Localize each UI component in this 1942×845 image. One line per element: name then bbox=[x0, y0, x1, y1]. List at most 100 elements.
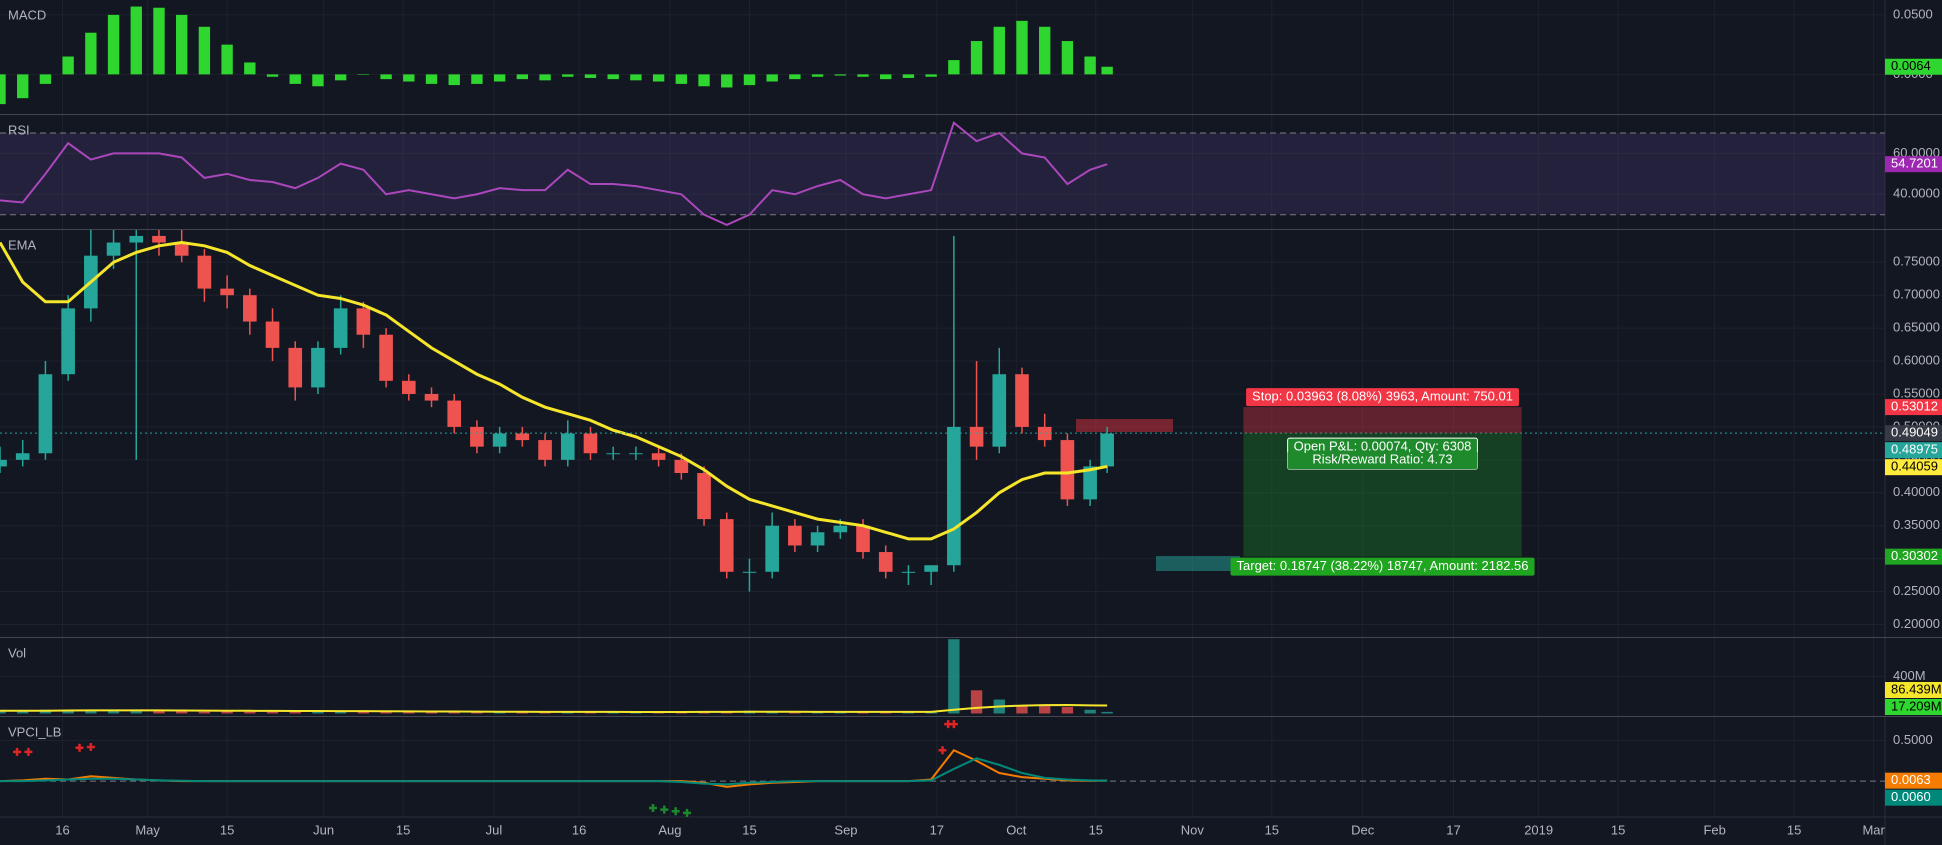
signal-cross bbox=[24, 747, 33, 756]
candle-body bbox=[788, 525, 802, 546]
price-marker bbox=[1885, 682, 1942, 698]
x-tick-label: Sep bbox=[834, 822, 857, 837]
bar bbox=[221, 44, 233, 75]
target-label: Target: 0.18747 (38.22%) 18747, Amount: … bbox=[1237, 558, 1529, 573]
candle-body bbox=[833, 525, 848, 533]
x-tick-label: 15 bbox=[1611, 822, 1625, 837]
candle-body bbox=[197, 255, 212, 289]
bar bbox=[1101, 66, 1113, 75]
y-tick-label: 0.75000 bbox=[1893, 254, 1940, 269]
candle-body bbox=[447, 400, 462, 427]
x-tick-label: Jul bbox=[486, 822, 503, 837]
candle-body bbox=[470, 426, 484, 447]
candle-body bbox=[1037, 426, 1052, 441]
x-tick-label: 15 bbox=[742, 822, 756, 837]
x-tick-label: 2019 bbox=[1524, 822, 1553, 837]
bar bbox=[925, 74, 937, 77]
x-tick-label: Jun bbox=[313, 822, 334, 837]
candle-body bbox=[356, 308, 371, 335]
candle-body bbox=[629, 453, 643, 455]
stop-zone bbox=[1243, 407, 1522, 434]
bar bbox=[493, 712, 506, 714]
bar bbox=[176, 711, 188, 714]
bar bbox=[244, 711, 256, 714]
bar bbox=[130, 6, 142, 75]
x-tick-label: 16 bbox=[572, 822, 586, 837]
bar bbox=[107, 710, 120, 714]
candle-body bbox=[992, 374, 1007, 447]
signal-cross bbox=[660, 805, 669, 814]
stop-label-bg bbox=[1246, 388, 1519, 407]
price-marker bbox=[1885, 699, 1942, 715]
price-marker bbox=[1885, 548, 1942, 565]
candle-body bbox=[606, 453, 621, 455]
bar bbox=[471, 712, 483, 714]
candle-body bbox=[924, 565, 938, 572]
bar bbox=[448, 712, 460, 714]
bar bbox=[130, 711, 142, 714]
candle-body bbox=[401, 380, 416, 394]
y-tick-label: 0.65000 bbox=[1893, 320, 1940, 335]
order-box bbox=[1076, 419, 1173, 432]
x-tick-label: 17 bbox=[1446, 822, 1460, 837]
x-tick-label: May bbox=[135, 822, 160, 837]
price-marker-label: 17.209M bbox=[1891, 698, 1942, 713]
bar bbox=[334, 74, 347, 81]
bar bbox=[902, 74, 915, 78]
bar bbox=[357, 711, 370, 714]
candle-body bbox=[583, 433, 598, 454]
x-tick-label: 15 bbox=[396, 822, 410, 837]
bar bbox=[562, 74, 574, 77]
y-tick-label: 0.55000 bbox=[1893, 385, 1940, 400]
bar bbox=[85, 710, 97, 714]
candle-body bbox=[538, 440, 552, 460]
panel bbox=[0, 639, 1113, 714]
bar bbox=[289, 711, 301, 714]
candle-body bbox=[129, 235, 144, 243]
bar bbox=[403, 74, 415, 82]
price-marker bbox=[1885, 459, 1942, 476]
candle-body bbox=[152, 235, 166, 243]
series-line bbox=[0, 703, 1108, 714]
rsi-band bbox=[0, 132, 1885, 215]
series-line bbox=[0, 757, 1108, 786]
bar bbox=[1016, 705, 1028, 714]
ratio-label-bg bbox=[1287, 451, 1478, 470]
bar bbox=[85, 32, 97, 75]
bar bbox=[289, 74, 301, 84]
price-marker bbox=[1885, 58, 1942, 75]
x-tick-label: Aug bbox=[658, 822, 681, 837]
candle-body bbox=[379, 334, 393, 381]
bar bbox=[312, 711, 324, 714]
y-tick-label: 400M bbox=[1893, 668, 1926, 683]
candle-body bbox=[742, 571, 757, 573]
bar bbox=[425, 74, 438, 84]
candle-body bbox=[265, 321, 280, 348]
panel-title: Vol bbox=[8, 645, 26, 660]
price-marker-label: 0.0064 bbox=[1891, 58, 1931, 73]
y-tick-label: 0.70000 bbox=[1893, 287, 1940, 302]
x-tick-label: 15 bbox=[1265, 822, 1279, 837]
price-marker-label: 0.44059 bbox=[1891, 459, 1938, 474]
series-line bbox=[0, 240, 1108, 541]
price-marker bbox=[1885, 772, 1942, 789]
bar bbox=[1016, 20, 1028, 75]
bar bbox=[1039, 706, 1051, 714]
price-marker-label: 0.0060 bbox=[1891, 789, 1931, 804]
candle-body bbox=[333, 308, 348, 348]
bar bbox=[471, 74, 483, 84]
bar bbox=[970, 41, 983, 75]
panel-title: EMA bbox=[8, 237, 37, 252]
bar bbox=[857, 74, 869, 77]
bar bbox=[0, 711, 6, 714]
target-label-bg bbox=[1230, 557, 1535, 576]
bar bbox=[221, 711, 233, 714]
y-tick-label: 0.60000 bbox=[1893, 352, 1940, 367]
candle-body bbox=[765, 525, 779, 572]
bar bbox=[1101, 711, 1113, 714]
price-marker bbox=[1885, 399, 1942, 416]
bar bbox=[493, 74, 506, 82]
candle-body bbox=[719, 519, 734, 572]
x-tick-label: 15 bbox=[1089, 822, 1103, 837]
signal-cross bbox=[683, 808, 692, 817]
